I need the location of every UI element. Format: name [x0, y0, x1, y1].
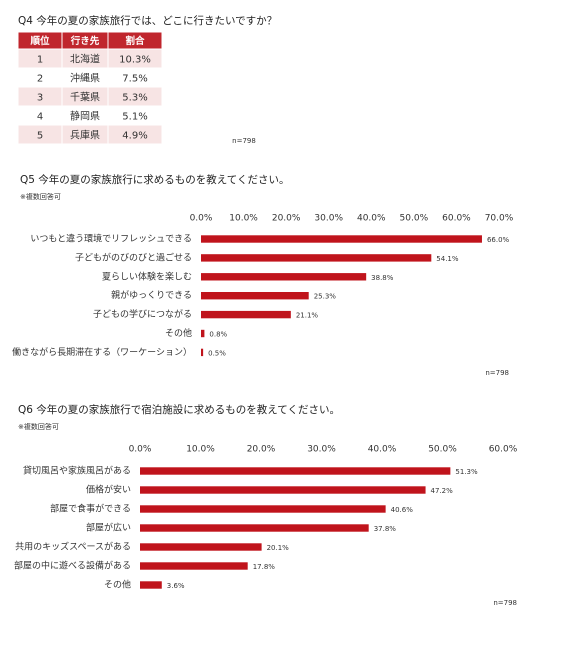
- cell-text: 3: [37, 93, 43, 104]
- value-label: 20.1%: [267, 544, 290, 552]
- header-text: 割合: [125, 35, 145, 47]
- value-label: 25.3%: [314, 293, 337, 301]
- chart-subtitle: ※複数回答可: [18, 422, 59, 431]
- cell-text: 1: [37, 55, 43, 66]
- bar: [201, 254, 432, 262]
- x-tick-label: 0.0%: [190, 214, 213, 224]
- cell-text: 5.1%: [122, 112, 147, 123]
- x-tick-label: 60.0%: [442, 214, 471, 224]
- category-label: 価格が安い: [86, 484, 131, 496]
- category-label: 部屋で食事ができる: [50, 503, 131, 515]
- cell-text: 2: [37, 74, 43, 85]
- category-label: 貸切風呂や家族風呂がある: [23, 465, 131, 477]
- x-tick-label: 30.0%: [307, 445, 336, 455]
- x-tick-label: 30.0%: [314, 214, 343, 224]
- cell-text: 7.5%: [122, 74, 147, 85]
- x-tick-label: 10.0%: [186, 445, 215, 455]
- bar: [201, 292, 309, 300]
- category-label: いつもと違う環境でリフレッシュできる: [30, 233, 192, 245]
- value-label: 3.6%: [167, 582, 185, 590]
- x-tick-label: 60.0%: [489, 445, 518, 455]
- value-label: 0.8%: [209, 331, 227, 339]
- cell: [107, 124, 163, 145]
- value-label: 66.0%: [487, 236, 510, 244]
- note: n=798: [493, 599, 517, 607]
- bar: [140, 467, 451, 475]
- cell-text: 静岡県: [70, 110, 100, 123]
- bar: [201, 310, 291, 319]
- q4-title: Q4 今年の夏の家族旅行では、どこに行きたいですか？: [18, 14, 277, 27]
- value-label: 37.8%: [374, 525, 397, 533]
- chart-title: Q6 今年の夏の家族旅行で宿泊施設に求めるものを教えてください。: [18, 403, 340, 416]
- header-text: 順位: [29, 35, 50, 47]
- category-label: 共用のキッズスペースがある: [15, 541, 131, 553]
- category-label: 夏らしい体験を楽しむ: [102, 270, 192, 282]
- bar: [140, 486, 426, 494]
- value-label: 21.1%: [296, 312, 319, 320]
- cell-text: 兵庫県: [70, 129, 100, 142]
- x-tick-label: 40.0%: [368, 445, 397, 455]
- note: n=798: [232, 137, 256, 145]
- category-label: 子どもの学びにつながる: [93, 308, 192, 320]
- chart-subtitle: ※複数回答可: [20, 192, 61, 201]
- category-label: 親がゆっくりできる: [111, 289, 192, 301]
- bar: [140, 524, 369, 532]
- category-label: その他: [165, 327, 192, 339]
- value-label: 17.8%: [253, 563, 276, 571]
- value-label: 54.1%: [436, 255, 459, 263]
- category-label: 働きながら長期滞在する（ワーケーション）: [12, 346, 192, 358]
- value-label: 47.2%: [431, 487, 454, 495]
- bar: [140, 562, 248, 570]
- cell-text: 北海道: [70, 53, 100, 66]
- x-tick-label: 10.0%: [229, 214, 258, 224]
- x-tick-label: 40.0%: [357, 214, 386, 224]
- x-tick-label: 20.0%: [247, 445, 276, 455]
- category-label: 部屋の中に遊べる設備がある: [14, 560, 131, 572]
- cell-text: 5.3%: [122, 93, 147, 104]
- note: n=798: [485, 369, 509, 377]
- category-label: 子どもがのびのびと過ごせる: [75, 251, 192, 263]
- bar: [140, 543, 262, 551]
- cell-text: 沖縄県: [70, 72, 100, 85]
- category-label: その他: [104, 579, 131, 591]
- x-tick-label: 70.0%: [485, 214, 514, 224]
- header-text: 行き先: [70, 35, 100, 47]
- table: 順位 行き先 割合 1 北海道 10.3% 2 沖縄県 7.5% 3 千葉県 5.3% 4 静岡県 5.1%…: [17, 31, 163, 145]
- bar: [201, 329, 205, 338]
- x-tick-label: 20.0%: [272, 214, 301, 224]
- bar: [201, 273, 367, 281]
- x-tick-label: 0.0%: [129, 445, 152, 455]
- x-tick-label: 50.0%: [428, 445, 457, 455]
- cell-text: 5: [37, 131, 43, 142]
- cell-text: 千葉県: [70, 91, 100, 104]
- bar: [140, 581, 162, 589]
- value-label: 51.3%: [455, 468, 478, 476]
- bar: [201, 235, 482, 243]
- bar: [140, 505, 386, 513]
- chart-title: Q5 今年の夏の家族旅行に求めるものを教えてください。: [20, 173, 289, 186]
- x-tick-label: 50.0%: [400, 214, 429, 224]
- cell-text: 10.3%: [119, 55, 151, 66]
- cell-text: 4: [37, 112, 43, 123]
- category-label: 部屋が広い: [86, 522, 131, 534]
- value-label: 0.5%: [208, 349, 226, 357]
- value-label: 40.6%: [391, 506, 414, 514]
- cell-text: 4.9%: [122, 131, 147, 142]
- value-label: 38.8%: [371, 274, 394, 282]
- bar: [201, 348, 204, 357]
